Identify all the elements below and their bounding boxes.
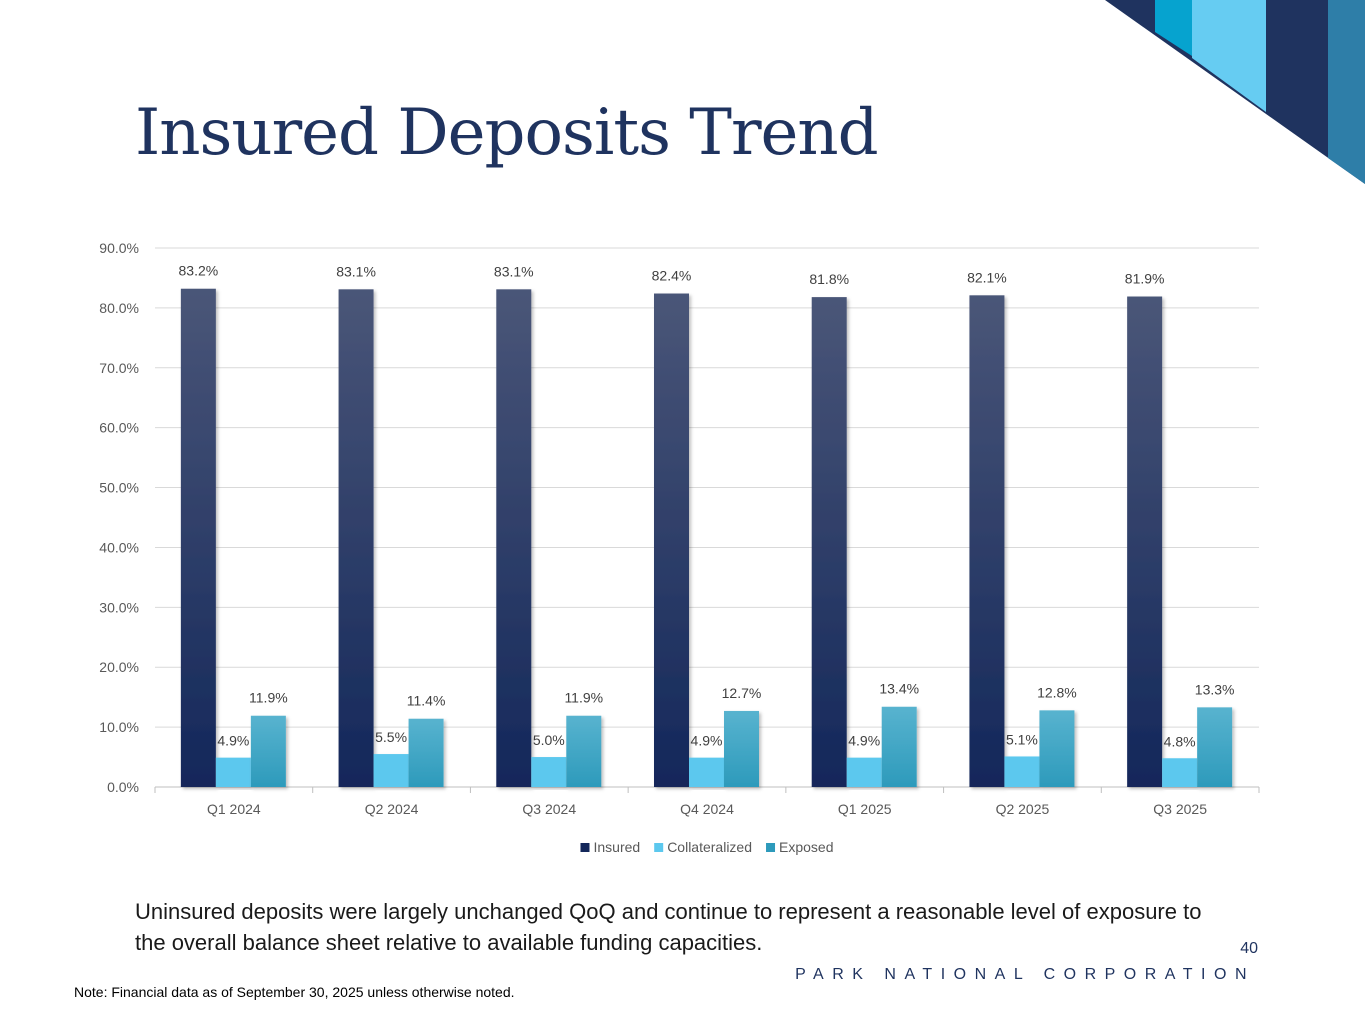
y-tick-label: 20.0% [99,659,139,675]
data-label-insured: 82.4% [652,268,692,284]
data-label-collateralized: 4.9% [217,733,249,749]
x-tick-label: Q4 2024 [680,801,734,817]
data-label-exposed: 11.4% [407,693,446,709]
data-label-exposed: 12.8% [1037,684,1077,700]
bar-exposed-q2-2025 [1039,710,1075,787]
page-number: 40 [1240,940,1258,957]
bar-insured-q2-2025 [969,295,1005,787]
x-tick-label: Q1 2024 [207,801,261,817]
footnote: Note: Financial data as of September 30,… [74,984,515,1000]
data-label-collateralized: 4.9% [691,733,723,749]
y-tick-label: 80.0% [99,300,139,316]
bar-collateralized-q1-2025 [846,757,882,787]
bar-collateralized-q2-2025 [1004,756,1040,787]
x-tick-label: Q3 2025 [1153,801,1207,817]
data-label-exposed: 13.4% [879,681,919,697]
legend-swatch-collateralized [654,843,664,852]
data-label-exposed: 12.7% [722,685,762,701]
x-tick-label: Q2 2024 [365,801,419,817]
bar-insured-q1-2024 [180,288,216,787]
data-label-collateralized: 5.0% [533,732,565,748]
data-label-insured: 83.1% [494,263,534,279]
bar-collateralized-q2-2024 [373,754,409,787]
bar-exposed-q3-2025 [1197,707,1233,787]
bar-exposed-q3-2024 [566,715,602,787]
x-tick-label: Q3 2024 [522,801,576,817]
bar-exposed-q1-2024 [250,715,286,787]
data-label-collateralized: 4.8% [1164,733,1196,749]
y-tick-label: 60.0% [99,420,139,436]
y-tick-label: 30.0% [99,599,139,615]
company-name: PARK NATIONAL CORPORATION [795,966,1255,983]
bar-insured-q2-2024 [338,289,374,787]
x-tick-label: Q1 2025 [838,801,892,817]
data-label-insured: 83.1% [336,263,376,279]
y-tick-label: 90.0% [99,240,139,256]
data-label-collateralized: 4.9% [848,733,880,749]
y-tick-label: 50.0% [99,480,139,496]
data-label-collateralized: 5.5% [375,729,407,745]
data-label-exposed: 13.3% [1195,681,1235,697]
bar-insured-q4-2024 [654,293,689,787]
bar-collateralized-q3-2024 [531,757,567,787]
bar-insured-q3-2024 [496,289,532,787]
insured-deposits-chart: 0.0% 10.0% 20.0% 30.0% 40.0% 50.0% 60.0% 70.0% 8… [99,240,1260,855]
summary-text: Uninsured deposits were largely unchange… [135,899,1202,955]
data-label-exposed: 11.9% [249,690,288,706]
bar-collateralized-q1-2024 [215,757,251,787]
data-label-collateralized: 5.1% [1006,731,1038,747]
legend-label-insured: Insured [593,839,640,855]
bar-exposed-q2-2024 [408,718,444,787]
bar-collateralized-q4-2024 [689,757,724,787]
data-label-insured: 81.8% [809,271,849,287]
data-label-insured: 83.2% [179,263,219,279]
data-label-exposed: 11.9% [564,690,603,706]
bar-exposed-q4-2024 [724,710,759,787]
data-label-insured: 82.1% [967,269,1007,285]
bar-insured-q3-2025 [1127,296,1163,787]
bar-insured-q1-2025 [811,297,847,787]
legend-label-exposed: Exposed [779,839,833,855]
bar-collateralized-q3-2025 [1162,758,1198,787]
legend-swatch-exposed [766,843,776,852]
y-tick-label: 70.0% [99,360,139,376]
data-label-insured: 81.9% [1125,271,1165,287]
y-tick-label: 40.0% [99,539,139,555]
corner-decoration [1105,0,1365,184]
slide-title: Insured Deposits Trend [135,96,879,170]
x-tick-label: Q2 2025 [996,801,1050,817]
legend-label-collateralized: Collateralized [667,839,752,855]
bar-exposed-q1-2025 [881,706,917,787]
y-tick-label: 0.0% [107,779,139,795]
legend-swatch-insured [580,843,590,852]
y-tick-label: 10.0% [99,719,139,735]
